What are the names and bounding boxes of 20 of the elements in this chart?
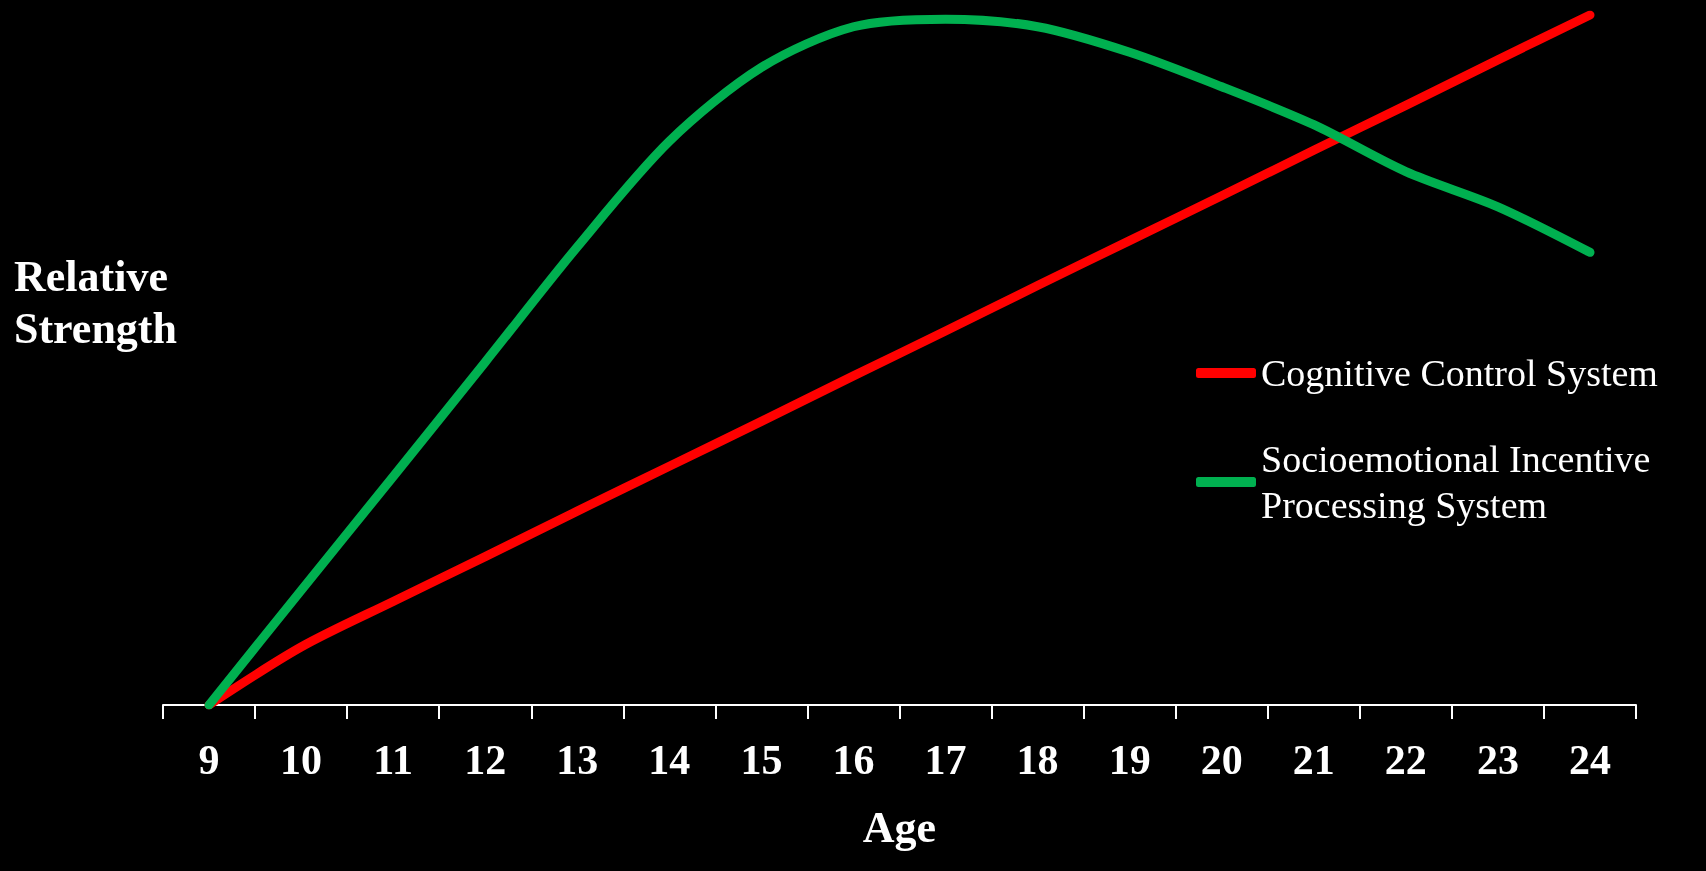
x-axis-title: Age — [862, 802, 937, 852]
x-tick-label: 14 — [648, 737, 691, 783]
x-tick-label: 15 — [740, 737, 783, 783]
x-tick-label: 21 — [1292, 737, 1335, 783]
x-tick-label: 18 — [1016, 737, 1059, 783]
x-tick-label: 19 — [1108, 737, 1151, 783]
x-tick-label: 24 — [1568, 737, 1611, 783]
x-tick-label: 20 — [1200, 737, 1243, 783]
x-tick-label: 22 — [1384, 737, 1427, 783]
x-tick-label: 11 — [373, 737, 413, 783]
x-tick-label: 13 — [556, 737, 599, 783]
y-axis-title: Relative Strength — [14, 251, 179, 353]
legend-label: Cognitive Control System — [1261, 352, 1658, 394]
x-tick-label: 16 — [832, 737, 875, 783]
x-tick-label: 9 — [198, 737, 220, 783]
legend-label: Socioemotional Incentive Processing System — [1261, 438, 1660, 526]
x-tick-label: 12 — [464, 737, 507, 783]
x-tick-label: 10 — [280, 737, 323, 783]
x-tick-label: 23 — [1476, 737, 1519, 783]
x-tick-label: 17 — [924, 737, 967, 783]
